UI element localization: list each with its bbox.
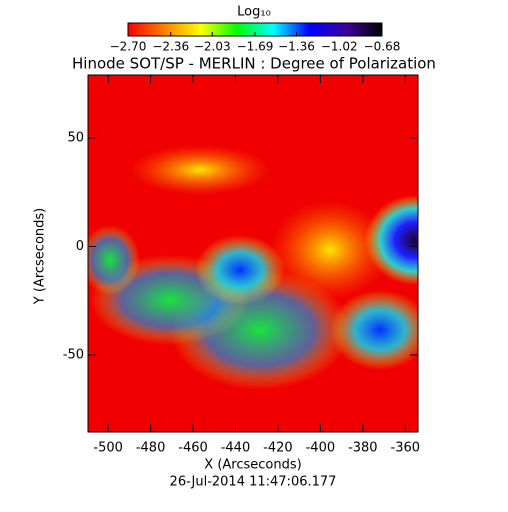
footer: 26-Jul-2014 11:47:06.177 [170,475,337,490]
x-axis-label: X (Arcseconds) [204,458,301,473]
x-tick-label: -400 [306,441,336,456]
x-tick-label: -480 [136,441,166,456]
x-tick-label: -500 [93,441,123,456]
colorbar-tick-label: −2.03 [194,40,231,54]
x-tick-label: -420 [263,441,293,456]
colorbar-label: Log₁₀ [237,5,271,20]
colorbar-tick-label: −1.36 [278,40,315,54]
x-tick-label: -440 [221,441,251,456]
x-tick-label: -380 [348,441,378,456]
colorbar-tick-label: −2.36 [152,40,189,54]
chart-title: Hinode SOT/SP - MERLIN : Degree of Polar… [72,55,436,73]
image [88,75,418,432]
y-axis-label: Y (Arcseconds) [33,208,48,305]
colorbar-tick-label: −1.69 [237,40,274,54]
y-tick-label: 50 [67,130,84,145]
colorbar-tick-label: −1.02 [321,40,358,54]
colorbar-tick-label: −2.70 [110,40,147,54]
x-tick-label: -360 [391,441,421,456]
x-tick-label: -460 [178,441,208,456]
colorbar-tick-label: −0.68 [364,40,401,54]
y-tick-label: 0 [76,239,84,254]
plot-frame [87,74,419,433]
y-tick-label: -50 [63,347,84,362]
